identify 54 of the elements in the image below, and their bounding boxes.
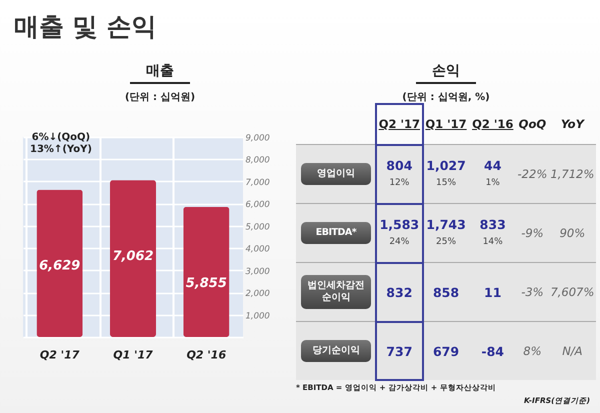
y-tick-label: 5,000 <box>246 222 270 232</box>
y-tick-label: 9,000 <box>246 134 270 144</box>
bar <box>183 206 230 337</box>
y-tick-label: 6,000 <box>246 200 270 210</box>
text: 804 12% <box>386 158 412 188</box>
category-label: Q2 '17 <box>376 104 423 144</box>
text: 833 14% <box>480 216 506 246</box>
text: 1,712% <box>550 167 594 181</box>
bar <box>36 190 83 337</box>
text: 8% <box>523 344 542 358</box>
text: -84 <box>481 344 504 358</box>
category-label: Q1 '17 <box>424 116 468 133</box>
text: N/A <box>562 344 583 358</box>
text: -3% <box>521 285 544 299</box>
category-label: 법인세차감전 순이익 <box>308 280 364 303</box>
data-label: 6,629 <box>39 258 80 274</box>
y-tick-label: 1,000 <box>246 311 270 322</box>
y-tick-label: 2,000 <box>246 289 270 300</box>
text: 858 <box>432 284 460 300</box>
annotation: 13%↑(YoY) <box>30 144 92 156</box>
annotation: 6%↓(QoQ) <box>30 132 92 144</box>
category-label: QoQ <box>518 116 548 133</box>
y-tick-label: 8,000 <box>246 156 270 166</box>
text: 1,583 24% <box>380 216 420 246</box>
text: 90% <box>560 226 586 240</box>
category-label: 영업이익 <box>317 168 355 179</box>
text: 11 <box>484 284 502 300</box>
text: 737 <box>386 344 412 358</box>
text: 1,743 25% <box>426 216 466 246</box>
text: 832 <box>386 284 412 300</box>
text: 7,607% <box>550 285 594 299</box>
y-tick-label: 4,000 <box>246 244 270 255</box>
category-label: EBITDA* <box>316 227 356 238</box>
chart-title: 매출 및 손익 <box>14 11 156 43</box>
x-tick-label: Q2 '17 <box>40 348 80 362</box>
text: 44 1% <box>484 158 502 188</box>
text: (단위 : 십억원) <box>124 91 196 104</box>
text: 손익 <box>416 62 476 84</box>
text: -22% <box>518 167 548 181</box>
category-label: YoY <box>560 116 586 133</box>
data-label: 7,062 <box>112 249 154 264</box>
y-tick-label: 7,000 <box>246 178 270 188</box>
chart-subtitle: 매출 <box>130 62 190 84</box>
bar <box>110 180 156 337</box>
x-tick-label: Q1 '17 <box>113 348 154 362</box>
x-tick-label: Q2 '16 <box>186 348 226 362</box>
text: 679 <box>432 344 460 358</box>
text: (단위 : 십억원, %) <box>401 91 491 104</box>
text: -9% <box>521 226 544 240</box>
category-label: Q2 '16 <box>471 116 514 133</box>
text: 1,027 15% <box>426 158 466 188</box>
y-tick-label: 3,000 <box>246 266 270 277</box>
category-label: 당기순이익 <box>312 345 360 356</box>
data-label: 5,855 <box>186 276 227 291</box>
